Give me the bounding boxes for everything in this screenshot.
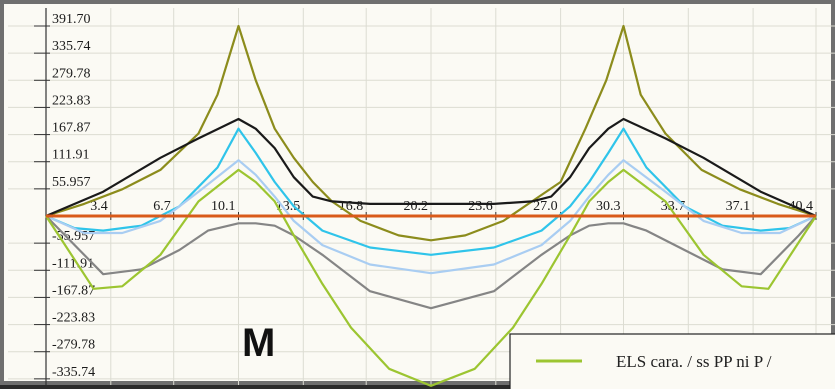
legend-label: ELS cara. / ss PP ni P / <box>616 352 772 371</box>
x-tick-label: 3.4 <box>90 199 108 214</box>
y-tick-label: -335.74 <box>52 365 95 380</box>
y-tick-label: -167.87 <box>52 283 95 298</box>
series-line-5 <box>45 215 817 310</box>
y-tick-label: 111.91 <box>52 148 89 163</box>
x-tick-label: 23.6 <box>468 199 493 214</box>
moment-chart: 391.70 335.74 279.78 223.83 167.87 111.91 55.9… <box>8 8 835 389</box>
y-tick-labels: 391.70 335.74 279.78 223.83 167.87 111.91 55.9… <box>52 12 95 380</box>
grid-lines <box>8 8 835 385</box>
x-tick-label: 20.2 <box>404 199 429 214</box>
y-tick-label: -223.83 <box>52 311 95 326</box>
x-tick-label: 30.3 <box>596 199 621 214</box>
panel-label: M <box>242 321 275 365</box>
y-tick-label: 167.87 <box>52 121 91 136</box>
y-tick-label: -279.78 <box>52 338 95 353</box>
y-tick-label: 391.70 <box>52 12 91 27</box>
x-tick-label: 37.1 <box>726 199 751 214</box>
y-tick-label: 55.957 <box>52 175 91 190</box>
x-tick-label: 6.7 <box>153 199 171 214</box>
series-line-1 <box>45 24 817 242</box>
series-line-2 <box>45 117 817 218</box>
series-line-4 <box>45 159 817 275</box>
y-tick-label: 279.78 <box>52 66 91 81</box>
y-tick-label: -111.91 <box>52 256 94 271</box>
y-tick-label: 335.74 <box>52 39 91 54</box>
y-tick-label: 223.83 <box>52 93 91 108</box>
x-tick-label: 27.0 <box>533 199 558 214</box>
legend[interactable]: ELS cara. / ss PP ni P / <box>509 333 835 389</box>
x-tick-label: 10.1 <box>211 199 236 214</box>
axes <box>34 8 817 385</box>
x-tick-label: 13.5 <box>276 199 301 214</box>
